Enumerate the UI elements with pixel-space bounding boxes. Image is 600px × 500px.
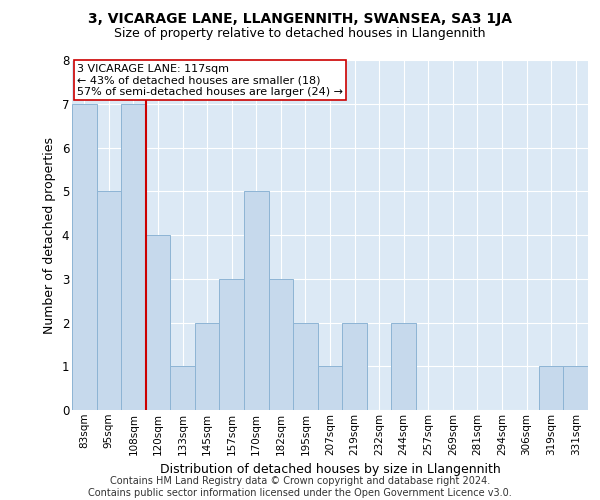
Text: 3, VICARAGE LANE, LLANGENNITH, SWANSEA, SA3 1JA: 3, VICARAGE LANE, LLANGENNITH, SWANSEA, … [88,12,512,26]
Bar [539,366,563,410]
Bar [121,104,146,410]
Bar [72,104,97,410]
Bar [342,322,367,410]
Bar [244,191,269,410]
Bar [97,191,121,410]
Bar [220,279,244,410]
Text: Size of property relative to detached houses in Llangennith: Size of property relative to detached ho… [114,28,486,40]
X-axis label: Distribution of detached houses by size in Llangennith: Distribution of detached houses by size … [160,463,500,476]
Bar [195,322,220,410]
Bar [170,366,195,410]
Y-axis label: Number of detached properties: Number of detached properties [43,136,56,334]
Bar [563,366,588,410]
Bar [293,322,318,410]
Bar [318,366,342,410]
Bar [146,235,170,410]
Text: 3 VICARAGE LANE: 117sqm
← 43% of detached houses are smaller (18)
57% of semi-de: 3 VICARAGE LANE: 117sqm ← 43% of detache… [77,64,343,96]
Text: Contains HM Land Registry data © Crown copyright and database right 2024.
Contai: Contains HM Land Registry data © Crown c… [88,476,512,498]
Bar [269,279,293,410]
Bar [391,322,416,410]
